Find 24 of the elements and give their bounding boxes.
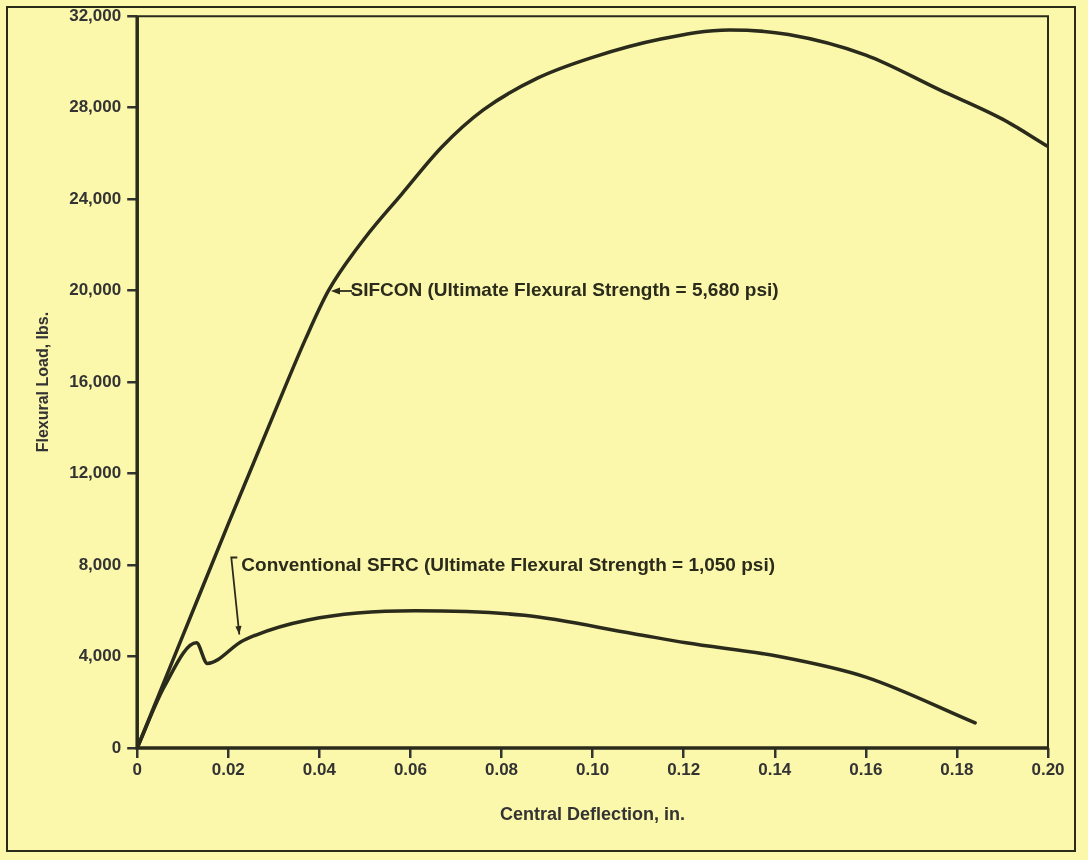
x-tick-label: 0.02: [211, 759, 245, 779]
x-tick-label: 0.12: [667, 759, 701, 779]
annotation: SIFCON (Ultimate Flexural Strength = 5,680 psi): [350, 278, 779, 300]
y-tick-label: 32,000: [69, 5, 122, 25]
y-tick-label: 20,000: [69, 280, 122, 300]
x-tick-label: 0.10: [576, 759, 610, 779]
y-tick-label: 4,000: [78, 646, 122, 666]
x-tick-label: 0.04: [302, 759, 337, 779]
x-tick-label: 0.14: [758, 759, 792, 779]
y-axis-title: Flexural Load, lbs.: [34, 311, 52, 453]
y-tick-label: 28,000: [69, 97, 122, 117]
y-tick-label: 16,000: [69, 371, 122, 391]
y-tick-label: 12,000: [69, 463, 122, 483]
x-axis-title: Central Deflection, in.: [500, 804, 686, 825]
annotation: Conventional SFRC (Ultimate Flexural Strength = 1,050 psi): [241, 553, 776, 575]
x-tick-label: 0.16: [849, 759, 883, 779]
x-tick-label: 0.20: [1031, 759, 1065, 779]
x-tick-label: 0.06: [393, 759, 427, 779]
x-tick-label: 0: [132, 759, 142, 779]
y-tick-label: 8,000: [78, 554, 122, 574]
y-tick-label: 24,000: [69, 188, 122, 208]
x-tick-label: 0.08: [484, 759, 519, 779]
y-tick-label: 0: [111, 737, 122, 757]
x-tick-label: 0.18: [940, 759, 974, 779]
